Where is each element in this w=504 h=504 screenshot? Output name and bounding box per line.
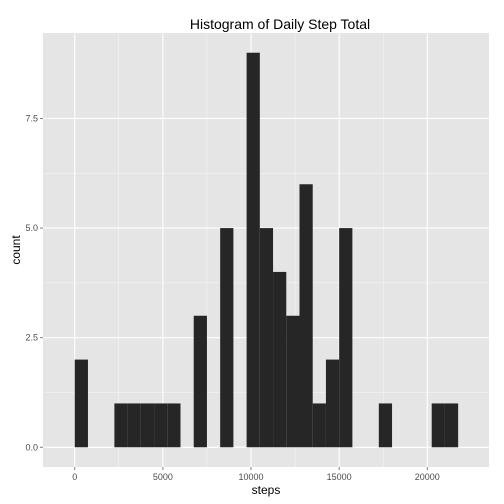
histogram-bar — [167, 403, 181, 448]
histogram-bar — [74, 359, 88, 448]
x-tick-label: 20000 — [415, 472, 440, 482]
histogram-bars — [74, 52, 459, 448]
x-axis: 0 5000 10000 15000 20000 — [72, 467, 440, 482]
histogram-bar — [312, 403, 326, 448]
histogram-bar — [286, 315, 300, 448]
y-axis: 0.0 2.5 5.0 7.5 — [25, 113, 43, 452]
histogram-bar — [444, 403, 459, 448]
x-tick-label: 0 — [72, 472, 77, 482]
histogram-bar — [193, 315, 207, 448]
chart-title: Histogram of Daily Step Total — [190, 16, 370, 32]
y-tick-label: 7.5 — [25, 113, 38, 123]
histogram-bar — [339, 228, 353, 448]
x-axis-title: steps — [252, 483, 281, 497]
histogram-bar — [259, 228, 274, 448]
x-tick-label: 10000 — [239, 472, 264, 482]
histogram-bar — [325, 359, 340, 448]
histogram-bar — [378, 403, 393, 448]
histogram-bar — [140, 403, 155, 448]
histogram-bar — [114, 403, 128, 448]
histogram-bar — [299, 184, 313, 448]
histogram-bar — [154, 403, 168, 448]
histogram-bar — [246, 52, 260, 448]
y-axis-title: count — [9, 235, 23, 265]
x-tick-label: 15000 — [327, 472, 352, 482]
y-tick-label: 5.0 — [25, 223, 38, 233]
y-tick-label: 0.0 — [25, 442, 38, 452]
x-tick-label: 5000 — [153, 472, 173, 482]
histogram-bar — [273, 271, 287, 448]
y-tick-label: 2.5 — [25, 333, 38, 343]
histogram-bar — [127, 403, 141, 448]
histogram-bar — [431, 403, 445, 448]
histogram-bar — [220, 228, 234, 448]
